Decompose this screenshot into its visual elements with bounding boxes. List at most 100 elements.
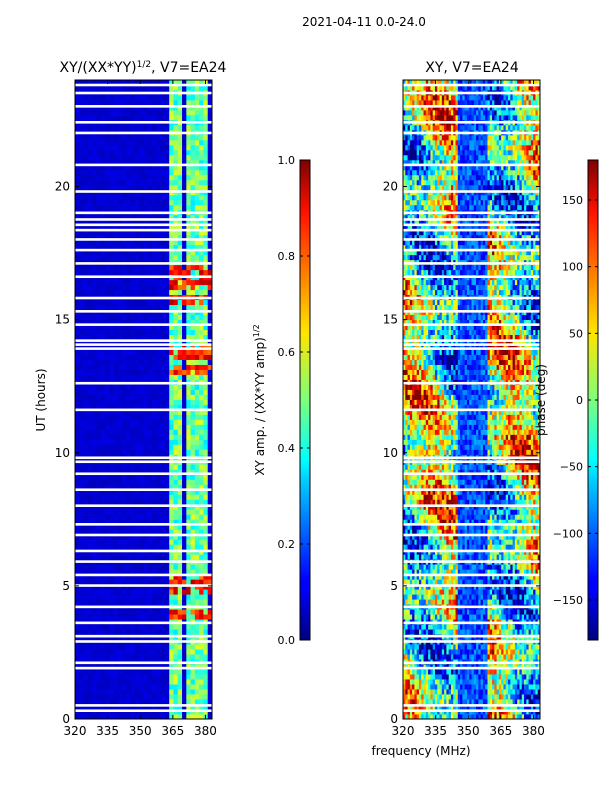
heatmap-cell (517, 674, 520, 680)
heatmap-cell (505, 684, 509, 690)
heatmap-cell (104, 584, 110, 590)
heatmap-cell (190, 434, 196, 440)
heatmap-cell (87, 504, 93, 510)
heatmap-cell (126, 139, 132, 146)
heatmap-cell (122, 564, 127, 570)
heatmap-cell (416, 694, 420, 700)
heatmap-cell (156, 669, 162, 675)
heatmap-cell (190, 544, 196, 550)
heatmap-cell (203, 164, 209, 171)
heatmap-cell (79, 329, 84, 335)
heatmap-cell (143, 404, 149, 410)
heatmap-cell (405, 679, 408, 685)
heatmap-cell (441, 689, 445, 695)
heatmap-cell (526, 674, 529, 680)
heatmap-cell (169, 714, 174, 719)
heatmap-cell (109, 464, 114, 470)
heatmap-cell (100, 324, 106, 331)
heatmap-cell (79, 169, 84, 176)
heatmap-cell (109, 109, 114, 116)
heatmap-cell (494, 689, 498, 695)
heatmap-cell (130, 599, 136, 605)
heatmap-cell (169, 629, 174, 635)
heatmap-cell (92, 124, 97, 131)
heatmap-cell (134, 489, 140, 495)
heatmap-cell (96, 484, 102, 490)
heatmap-cell (100, 664, 106, 670)
heatmap-cell (199, 80, 204, 86)
heatmap-cell (498, 654, 502, 660)
heatmap-cell (156, 204, 162, 211)
heatmap-cell (182, 399, 187, 405)
heatmap-cell (75, 84, 80, 91)
heatmap-cell (177, 654, 183, 660)
heatmap-cell (143, 599, 149, 605)
heatmap-cell (156, 609, 162, 615)
heatmap-cell (446, 714, 450, 719)
heatmap-cell (100, 489, 106, 495)
heatmap-cell (75, 684, 80, 690)
heatmap-cell (482, 689, 486, 695)
heatmap-cell (79, 359, 84, 365)
heatmap-cell (134, 714, 140, 719)
heatmap-cell (203, 284, 209, 291)
heatmap-cell (130, 564, 136, 570)
heatmap-cell (182, 244, 187, 251)
heatmap-cell (455, 669, 459, 675)
heatmap-cell (143, 134, 149, 141)
heatmap-cell (87, 124, 93, 131)
heatmap-cell (173, 669, 179, 675)
heatmap-cell (152, 534, 157, 540)
heatmap-cell (190, 499, 196, 505)
heatmap-cell (177, 204, 183, 211)
heatmap-cell (428, 649, 431, 655)
heatmap-cell (203, 509, 209, 515)
heatmap-cell (147, 334, 153, 340)
heatmap-cell (143, 399, 149, 405)
heatmap-cell (446, 684, 450, 690)
heatmap-cell (528, 694, 532, 700)
heatmap-cell (143, 674, 149, 680)
heatmap-cell (190, 369, 196, 375)
heatmap-cell (143, 374, 149, 380)
heatmap-cell (207, 224, 212, 231)
heatmap-cell (190, 704, 196, 710)
heatmap-cell (207, 80, 212, 86)
heatmap-cell (104, 444, 110, 450)
heatmap-cell (100, 154, 106, 161)
heatmap-cell (194, 169, 200, 176)
heatmap-cell (207, 704, 212, 710)
flagged-row (75, 709, 212, 713)
heatmap-cell (147, 109, 153, 116)
heatmap-cell (147, 134, 153, 141)
heatmap-cell (203, 589, 209, 595)
heatmap-cell (412, 649, 415, 655)
heatmap-cell (143, 299, 149, 306)
heatmap-cell (130, 319, 136, 326)
heatmap-cell (143, 644, 149, 650)
heatmap-cell (510, 704, 513, 710)
heatmap-cell (434, 699, 438, 705)
heatmap-cell (160, 414, 166, 420)
heatmap-cell (203, 699, 209, 705)
heatmap-cell (177, 399, 183, 405)
heatmap-cell (444, 714, 447, 719)
heatmap-cell (100, 344, 106, 350)
heatmap-cell (143, 419, 149, 425)
heatmap-cell (147, 599, 153, 605)
heatmap-cell (147, 169, 153, 176)
heatmap-cell (169, 544, 174, 550)
heatmap-cell (469, 694, 472, 700)
heatmap-cell (503, 664, 507, 670)
heatmap-cell (186, 244, 191, 251)
heatmap-cell (182, 144, 187, 151)
heatmap-cell (87, 704, 93, 710)
heatmap-cell (113, 139, 119, 146)
heatmap-cell (139, 109, 144, 116)
heatmap-cell (83, 609, 89, 615)
heatmap-cell (143, 239, 149, 246)
heatmap-cell (75, 284, 80, 291)
heatmap-cell (134, 204, 140, 211)
heatmap-cell (130, 199, 136, 206)
